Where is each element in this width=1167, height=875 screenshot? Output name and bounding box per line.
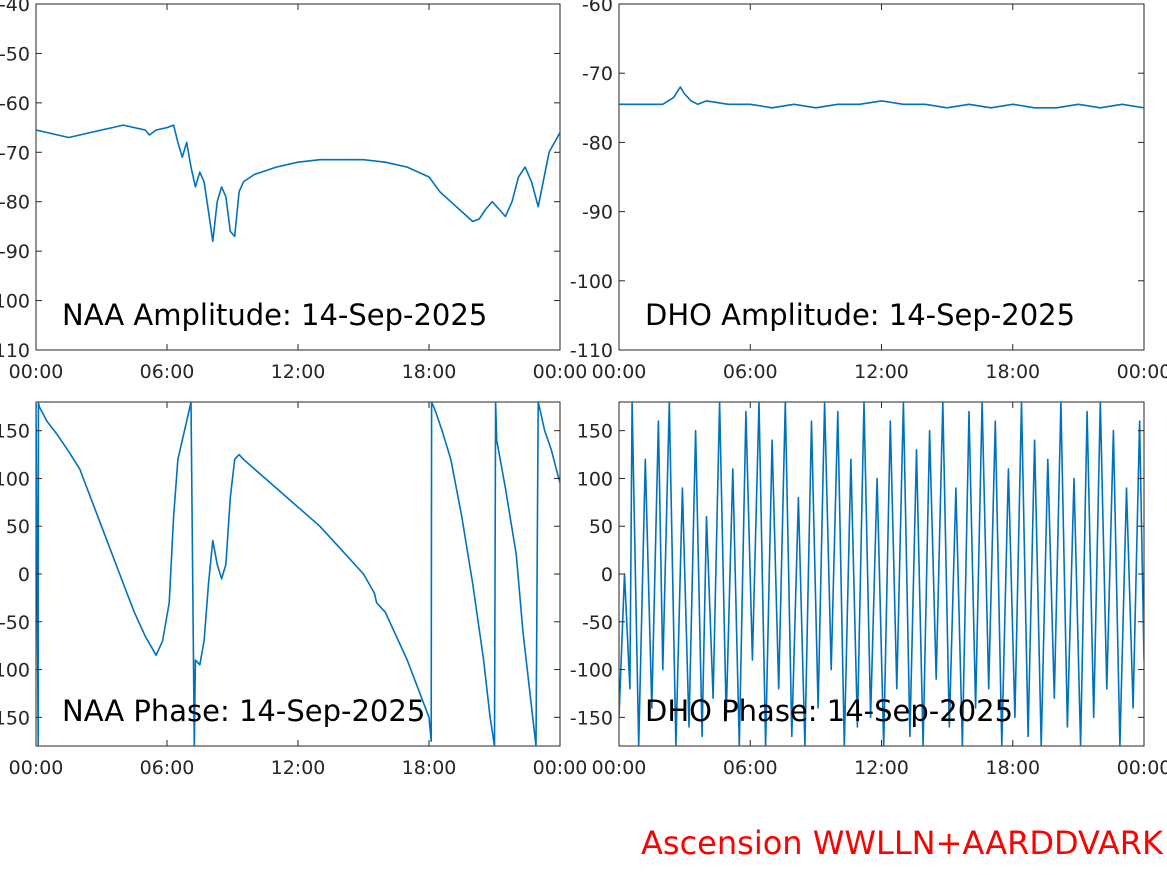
y-tick-label: -50	[0, 612, 30, 634]
panel-label: DHO Phase: 14-Sep-2025	[645, 694, 1013, 728]
x-tick-label: 12:00	[271, 361, 326, 383]
x-tick-label: 00:00	[1117, 757, 1167, 779]
y-tick-label: 50	[6, 516, 30, 538]
credit-label: Ascension WWLLN+AARDDVARK	[641, 824, 1163, 862]
x-tick-label: 00:00	[9, 361, 64, 383]
x-tick-label: 18:00	[402, 757, 457, 779]
series-line	[619, 402, 1144, 746]
x-tick-label: 00:00	[1117, 361, 1167, 383]
x-tick-label: 00:00	[533, 361, 588, 383]
y-tick-label: 100	[577, 468, 613, 490]
panel-naa-amp: 00:0006:0012:0018:0000:00-110-100-90-80-…	[0, 0, 587, 383]
y-tick-label: -70	[0, 142, 30, 164]
y-tick-label: -110	[0, 340, 30, 362]
y-tick-label: -150	[570, 707, 613, 729]
y-tick-label: -110	[570, 340, 613, 362]
y-tick-label: -80	[0, 192, 30, 214]
y-tick-label: 100	[0, 468, 30, 490]
y-tick-label: -50	[582, 612, 613, 634]
panel-label: DHO Amplitude: 14-Sep-2025	[645, 298, 1075, 332]
x-tick-label: 18:00	[985, 757, 1040, 779]
panel-dho-phase: 00:00 06:00 12:00 18:00 00:00 -150 -100 -50 0 50 1…	[570, 401, 1167, 779]
y-tick-label: -100	[570, 271, 613, 293]
y-tick-label: -70	[582, 63, 613, 85]
x-tick-label: 00:00	[592, 757, 647, 779]
y-tick-label: 150	[577, 421, 613, 443]
x-tick-label: 12:00	[271, 757, 326, 779]
y-tick-label: -80	[582, 132, 613, 154]
y-tick-label: -90	[0, 241, 30, 263]
panel-label: NAA Amplitude: 14-Sep-2025	[62, 298, 487, 332]
x-tick-label: 12:00	[854, 361, 909, 383]
y-tick-label: -90	[582, 202, 613, 224]
x-tick-label: 06:00	[140, 757, 195, 779]
panel-naa-phase: 00:00 06:00 12:00 18:00 00:00 -150 -100 -50 0 50 1…	[0, 401, 588, 779]
y-tick-label: -60	[582, 0, 613, 16]
x-tick-label: 18:00	[402, 361, 457, 383]
y-tick-label: 50	[589, 516, 613, 538]
series-line	[619, 86, 1144, 109]
y-tick-label: -40	[0, 0, 30, 16]
panel-label: NAA Phase: 14-Sep-2025	[62, 694, 425, 728]
y-tick-label: -100	[570, 660, 613, 682]
x-tick-label: 18:00	[985, 361, 1040, 383]
y-tick-label: 0	[601, 564, 613, 586]
y-tick-label: 150	[0, 421, 30, 443]
y-tick-label: -50	[0, 43, 30, 65]
x-tick-label: 00:00	[9, 757, 64, 779]
y-tick-label: -100	[0, 660, 30, 682]
y-tick-label: -60	[0, 93, 30, 115]
series-line	[36, 124, 560, 243]
x-tick-label: 00:00	[592, 361, 647, 383]
x-tick-label: 06:00	[723, 757, 778, 779]
x-tick-label: 00:00	[533, 757, 588, 779]
x-tick-label: 06:00	[140, 361, 195, 383]
panel-dho-amp: 00:00 06:00 12:00 18:00 00:00-110-100-90-80-…	[570, 0, 1167, 383]
x-tick-label: 12:00	[854, 757, 909, 779]
x-tick-label: 06:00	[723, 361, 778, 383]
y-tick-label: -150	[0, 707, 30, 729]
y-tick-label: -100	[0, 291, 30, 313]
y-tick-label: 0	[18, 564, 30, 586]
series-line	[36, 402, 560, 746]
